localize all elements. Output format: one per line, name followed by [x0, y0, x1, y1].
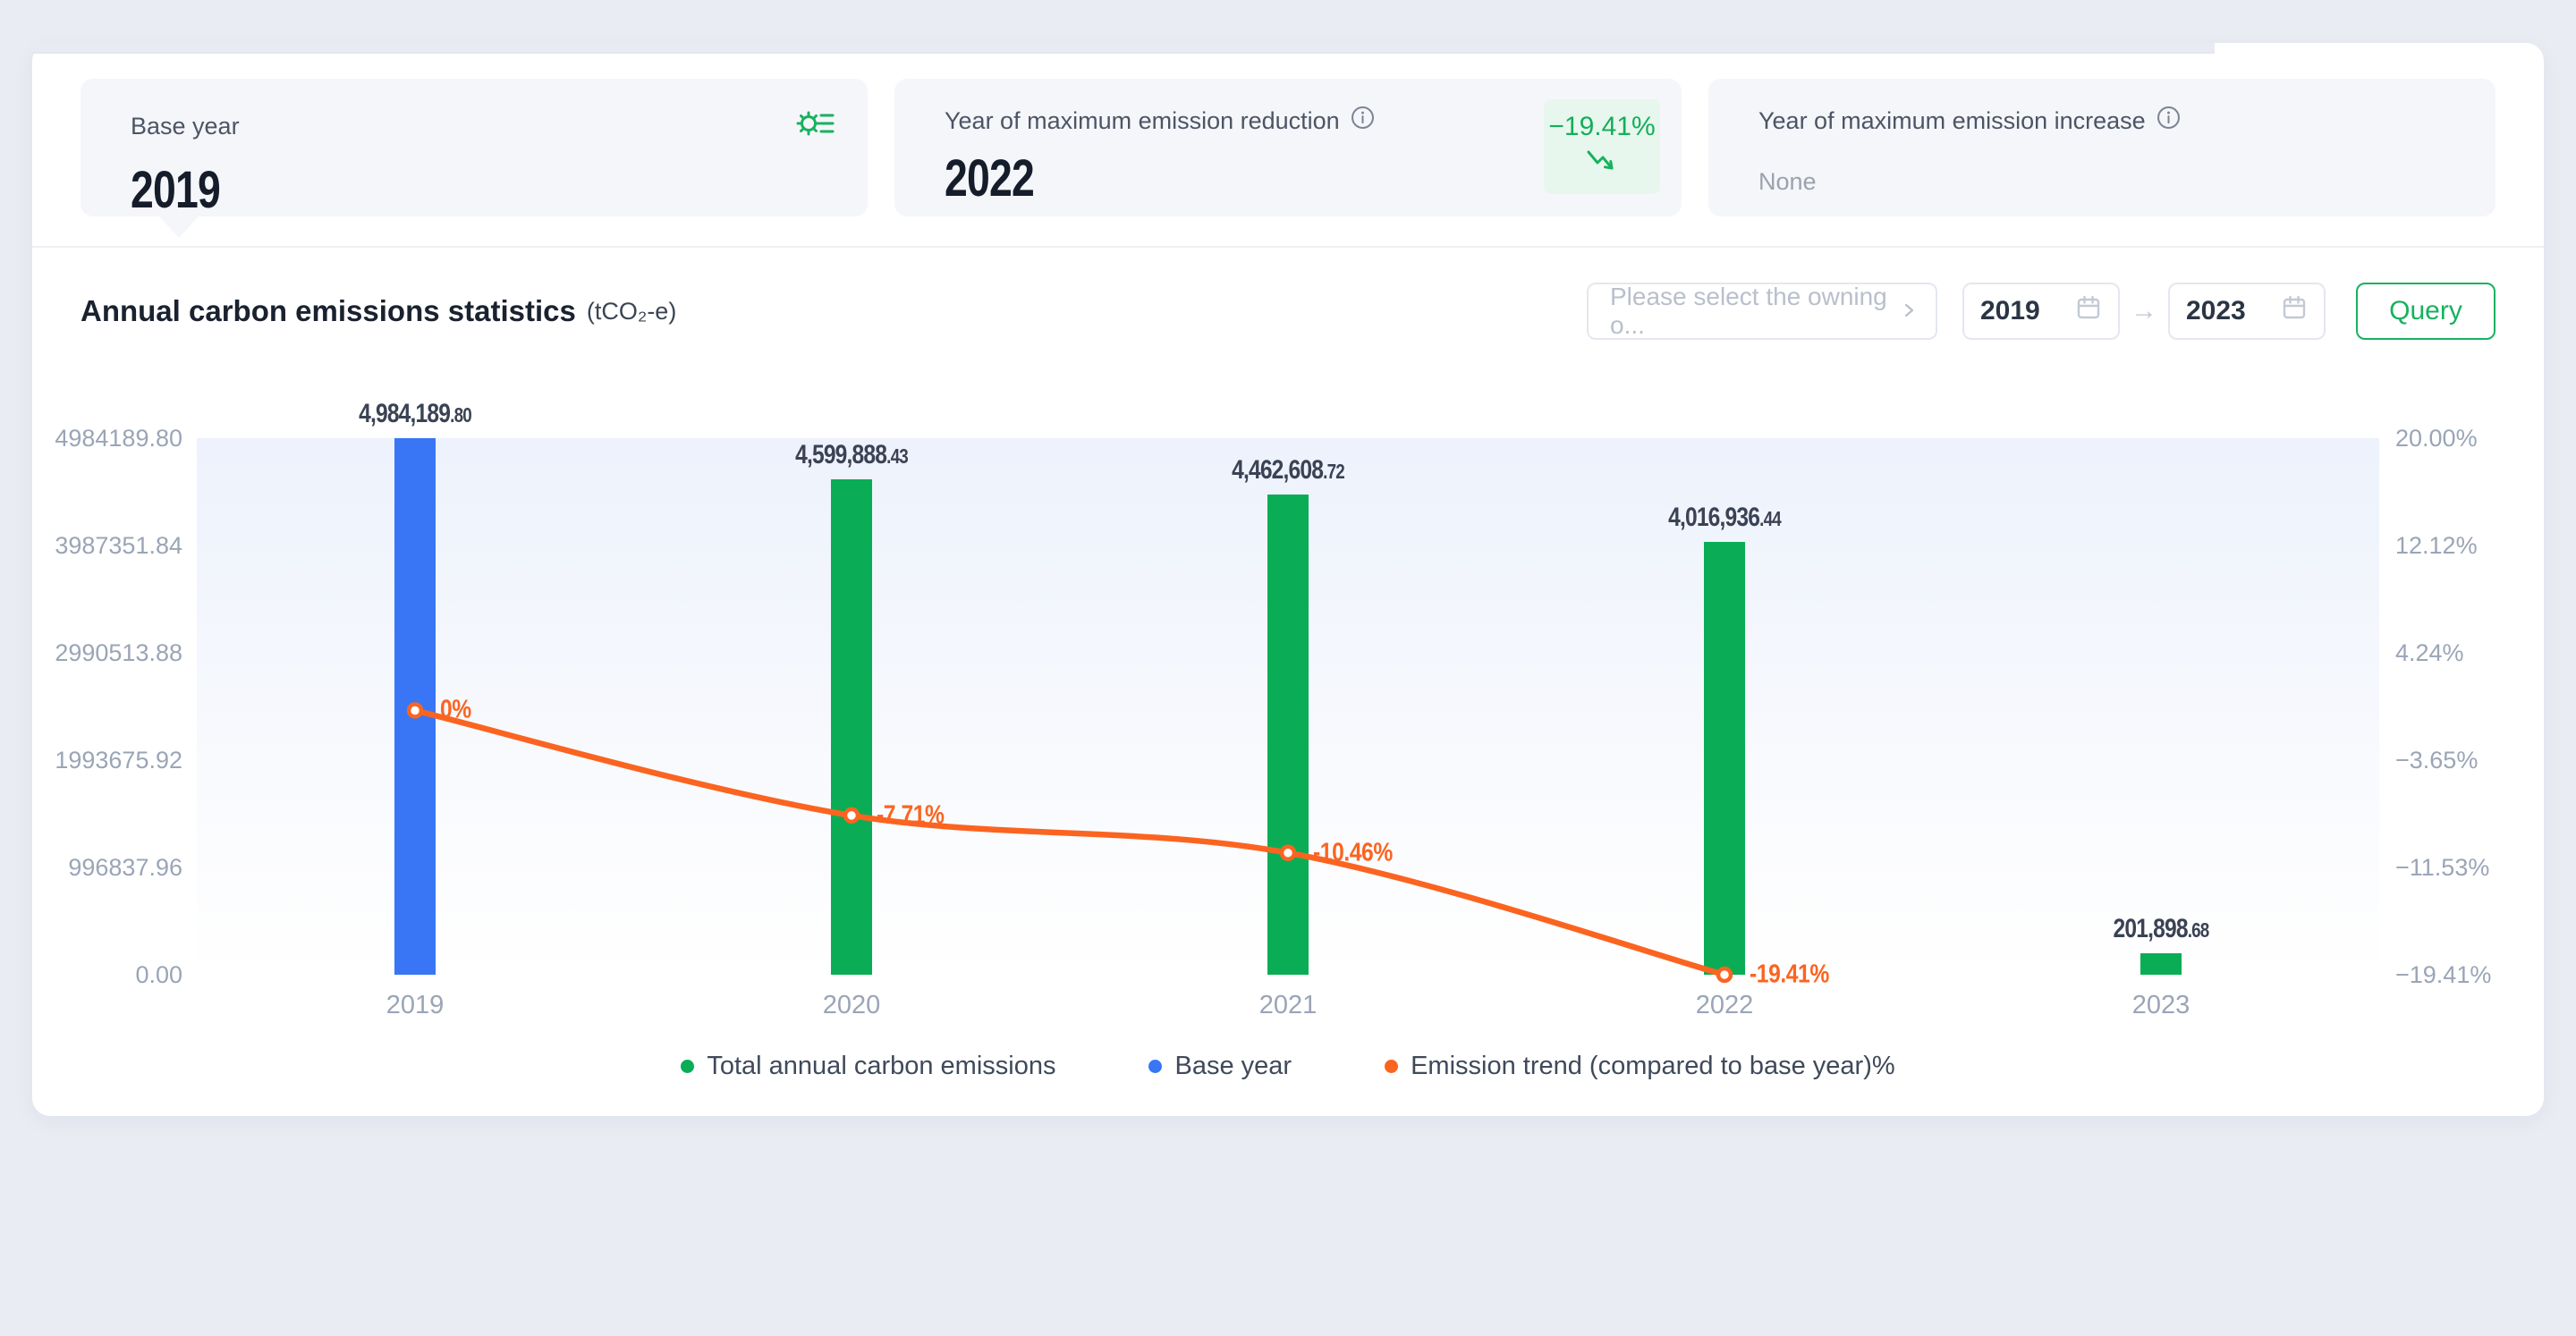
annual-emissions-chart: 4984189.80 20.00% 3987351.84 12.12% 2990513.…	[32, 43, 2544, 1116]
max-increase-year-value: None	[1758, 168, 1817, 195]
bar-value-label-2023: 201,898.68	[2113, 913, 2210, 943]
legend-label: Emission trend (compared to base year)%	[1411, 1051, 1895, 1080]
trend-point-2021	[1279, 844, 1297, 861]
bar-value-label-2022: 4,016,936.44	[1668, 503, 1782, 533]
right-axis-tick: 4.24%	[2395, 639, 2464, 666]
trend-label-2021: -10.46%	[1313, 838, 1393, 867]
year-from-value: 2019	[1980, 296, 2040, 326]
year-to-value: 2023	[2186, 296, 2246, 326]
legend-label: Total annual carbon emissions	[707, 1051, 1056, 1080]
left-axis-tick: 4984189.80	[55, 425, 182, 452]
stats-row: Base year 2019 Year of maximum emission …	[80, 79, 2496, 238]
bar-2020[interactable]	[831, 479, 872, 975]
trend-down-icon	[1586, 148, 1618, 182]
grid-line	[32, 45, 2215, 47]
legend-dot	[1385, 1059, 1399, 1073]
year-from-picker[interactable]: 2019	[1962, 283, 2120, 340]
bar-2021[interactable]	[1267, 494, 1309, 975]
calendar-icon	[2075, 294, 2102, 328]
right-axis-tick: −19.41%	[2395, 961, 2492, 988]
legend-item-2[interactable]: Base year	[1148, 1052, 1292, 1081]
trend-label-2022: -19.41%	[1750, 960, 1829, 989]
right-axis-tick: −11.53%	[2395, 854, 2490, 881]
grid-line	[32, 50, 2215, 52]
bar-2023[interactable]	[2140, 952, 2182, 975]
stat-label: Base year	[131, 113, 240, 140]
bar-value-label-2021: 4,462,608.72	[1232, 454, 1345, 485]
legend-dot	[1148, 1059, 1163, 1073]
info-icon[interactable]	[2157, 106, 2181, 136]
chart-title: Annual carbon emissions statistics	[80, 294, 576, 327]
grid-line	[32, 52, 2215, 54]
chart-legend: Total annual carbon emissions Base year Em…	[32, 1046, 2544, 1086]
info-icon[interactable]	[1351, 106, 1375, 136]
stat-label: Year of maximum emission increase	[1758, 106, 2146, 134]
grid-line	[32, 47, 2215, 48]
grid-line	[32, 48, 2215, 50]
trend-point-2019	[406, 702, 424, 719]
org-select-placeholder: Please select the owning o...	[1610, 283, 1887, 339]
x-axis-label-2020: 2020	[822, 991, 881, 1019]
left-axis-tick: 3987351.84	[55, 532, 182, 559]
x-axis-label-2019: 2019	[386, 991, 445, 1019]
x-axis-label-2023: 2023	[2131, 991, 2190, 1019]
stat-card-max-reduction[interactable]: Year of maximum emission reduction 2022 …	[894, 79, 1682, 216]
bar-value-label-2019: 4,984,189.80	[359, 399, 472, 428]
left-axis-tick: 1993675.92	[55, 747, 182, 774]
right-axis-tick: −3.65%	[2395, 747, 2479, 774]
trend-label-2019: 0%	[440, 695, 471, 724]
left-axis-tick: 0.00	[135, 961, 182, 988]
max-reduction-percent: −19.41%	[1548, 112, 1656, 141]
stat-card-base-year[interactable]: Base year 2019	[80, 79, 868, 219]
year-to-picker[interactable]: 2023	[2168, 283, 2326, 340]
trend-point-2020	[843, 807, 860, 824]
trend-line-svg	[406, 702, 1733, 984]
legend-item-3[interactable]: Emission trend (compared to base year)%	[1385, 1052, 1895, 1081]
main-panel: Base year 2019 Year of maximum emission …	[32, 43, 2544, 1116]
right-axis-tick: 20.00%	[2395, 425, 2478, 452]
x-axis-label-2022: 2022	[1695, 991, 1754, 1019]
left-axis-tick: 2990513.88	[55, 639, 182, 666]
chevron-right-icon	[1900, 297, 1918, 326]
calendar-icon	[2281, 294, 2308, 328]
section-divider	[32, 246, 2544, 248]
bar-value-label-2020: 4,599,888.43	[795, 440, 909, 470]
grid-line	[32, 43, 2215, 45]
query-button[interactable]: Query	[2356, 283, 2496, 340]
bar-2022[interactable]	[1704, 542, 1745, 975]
gear-list-icon[interactable]	[796, 106, 835, 148]
trend-line-path	[411, 707, 1728, 978]
base-year-value: 2019	[131, 161, 221, 219]
chart-unit: (tCO₂-e)	[586, 297, 677, 325]
trend-label-2020: -7.71%	[877, 800, 945, 830]
right-axis-tick: 12.12%	[2395, 532, 2478, 559]
org-select[interactable]: Please select the owning o...	[1587, 283, 1937, 340]
trend-point-2022	[1716, 966, 1733, 984]
legend-label: Base year	[1174, 1051, 1292, 1080]
legend-item-1[interactable]: Total annual carbon emissions	[681, 1052, 1055, 1081]
legend-dot	[681, 1059, 695, 1073]
x-axis-label-2021: 2021	[1258, 991, 1318, 1019]
range-arrow: →	[2131, 296, 2157, 326]
max-reduction-badge: −19.41%	[1544, 99, 1660, 194]
max-reduction-year-value: 2022	[945, 149, 1035, 207]
stat-label: Year of maximum emission reduction	[945, 106, 1340, 134]
left-axis-tick: 996837.96	[68, 854, 182, 881]
active-card-pointer	[159, 216, 199, 238]
chart-toolbar: Annual carbon emissions statistics (tCO₂…	[80, 266, 2496, 356]
stat-card-max-increase[interactable]: Year of maximum emission increase None	[1708, 79, 2496, 216]
